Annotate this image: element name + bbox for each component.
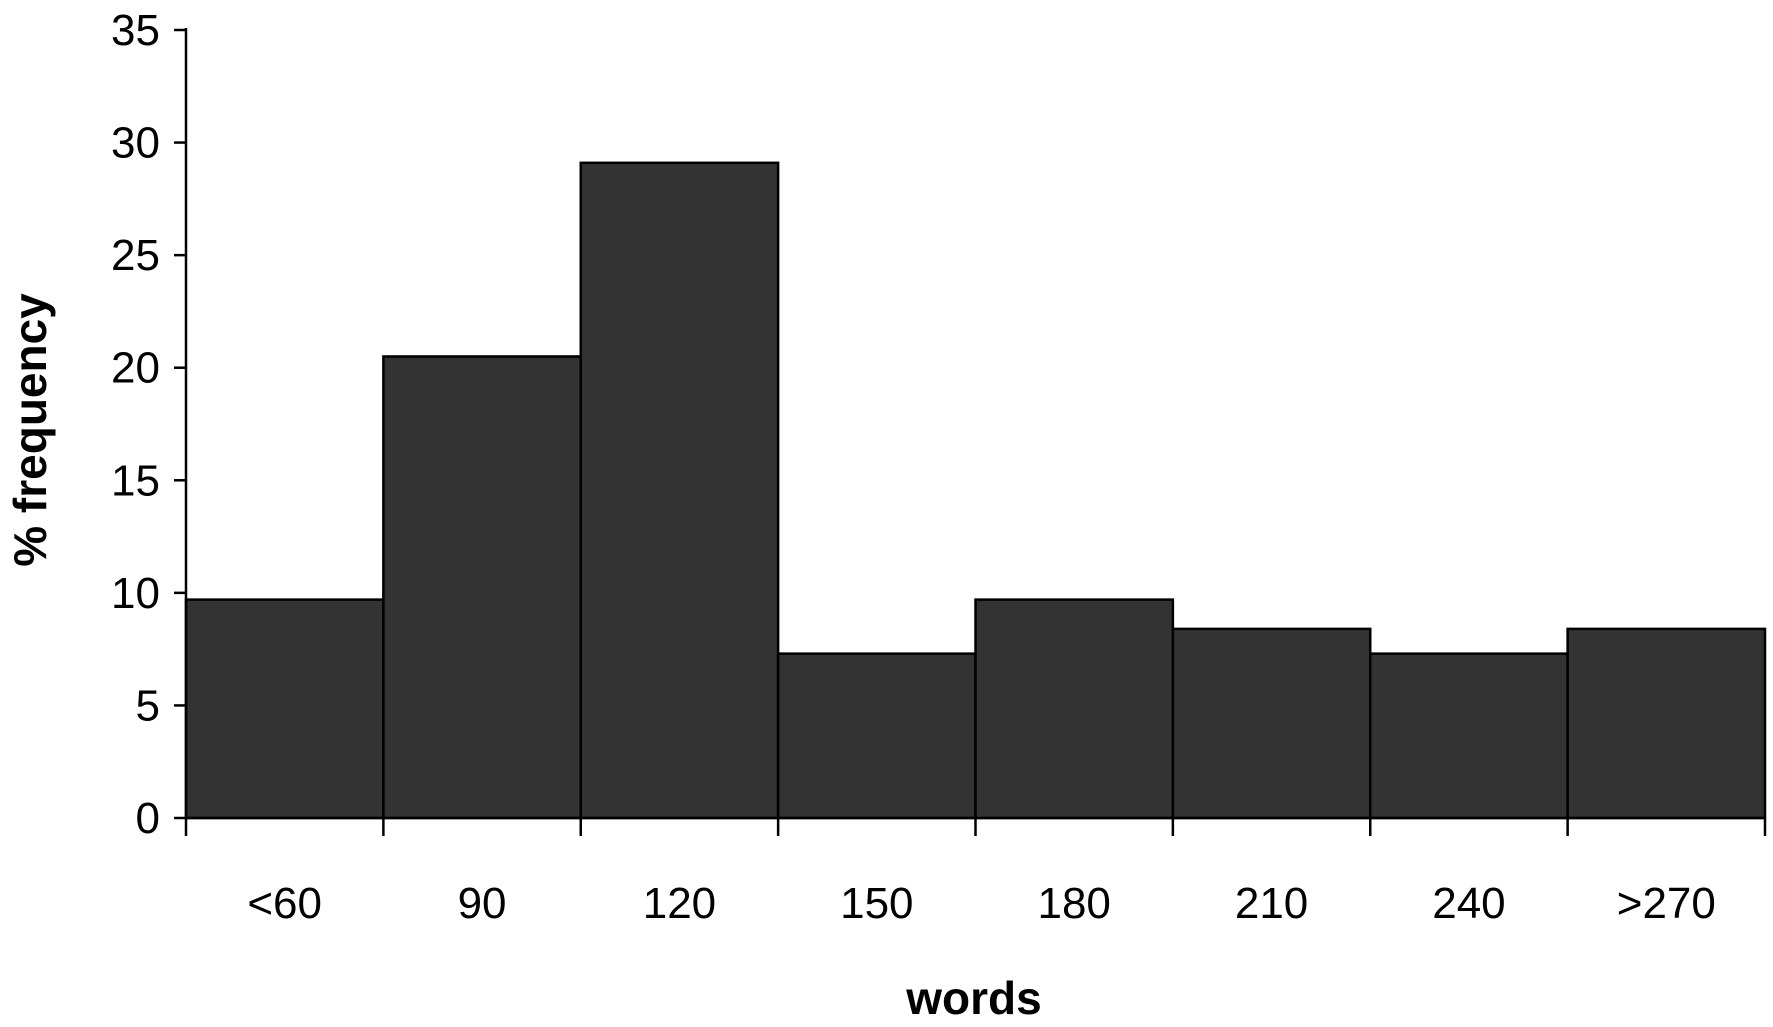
x-tick-label-2: 120 — [643, 879, 716, 928]
x-axis: <60 90 120 150 180 210 240 >270 — [184, 816, 1767, 928]
y-axis-title: % frequency — [4, 293, 56, 567]
y-tick-label-4: 20 — [111, 344, 160, 393]
x-axis-title: words — [905, 972, 1041, 1024]
bar-3 — [776, 652, 977, 820]
x-tick-label-5: 210 — [1235, 879, 1308, 928]
y-tick-label-5: 25 — [111, 231, 160, 280]
bar-6 — [1369, 652, 1569, 820]
x-tick-label-1: 90 — [458, 879, 507, 928]
y-tick-label-0: 0 — [136, 794, 160, 843]
bar-2 — [579, 161, 780, 820]
bar-7 — [1566, 627, 1767, 820]
y-tick-label-1: 5 — [136, 681, 160, 730]
x-tick-label-6: 240 — [1432, 879, 1505, 928]
y-tick-label-6: 30 — [111, 119, 160, 168]
x-tick-label-7: >270 — [1617, 879, 1716, 928]
x-tick-label-0: <60 — [247, 879, 322, 928]
x-tick-label-4: 180 — [1037, 879, 1110, 928]
bar-1 — [382, 355, 582, 820]
bar-4 — [974, 598, 1175, 820]
y-tick-label-3: 15 — [111, 456, 160, 505]
x-tick-label-3: 150 — [840, 879, 913, 928]
bar-0 — [184, 598, 385, 820]
bar-5 — [1171, 627, 1372, 820]
bars-group — [184, 161, 1767, 820]
y-tick-label-2: 10 — [111, 569, 160, 618]
y-axis: 0 5 10 15 20 25 30 35 — [111, 6, 188, 843]
y-tick-label-7: 35 — [111, 6, 160, 55]
